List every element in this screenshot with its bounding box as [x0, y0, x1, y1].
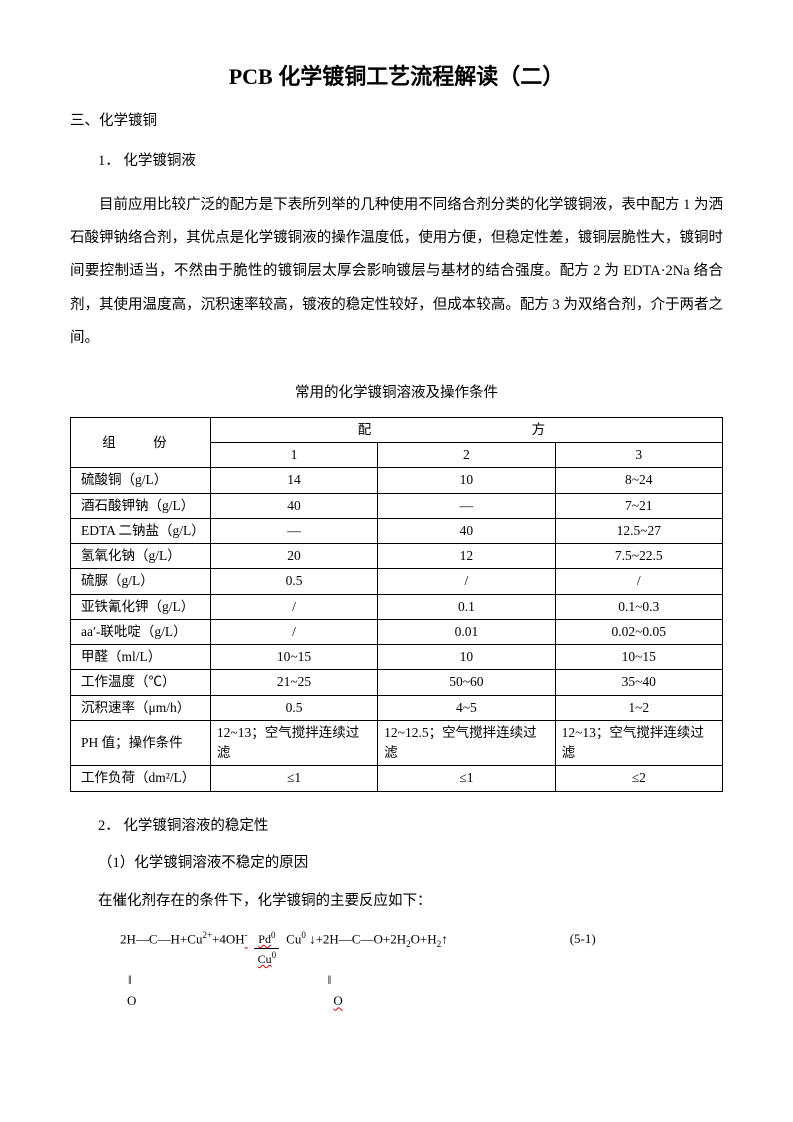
- row-cell: —: [210, 518, 377, 543]
- eq-right: Cu0 ↓+2H—C—O+2H2O+H2↑: [286, 929, 448, 951]
- row-cell: 8~24: [555, 468, 722, 493]
- row-label: 氢氧化钠（g/L）: [71, 544, 211, 569]
- row-cell: ≤1: [210, 766, 377, 791]
- row-cell: 21~25: [210, 670, 377, 695]
- row-label: PH 值；操作条件: [71, 720, 211, 766]
- recipe-table: 组 份 配 方 1 2 3 硫酸铜（g/L）14108~24酒石酸钾钠（g/L）…: [70, 417, 723, 792]
- row-label: 工作温度（℃）: [71, 670, 211, 695]
- eq-bar-left: ‖: [128, 970, 132, 990]
- table-row: 硫酸铜（g/L）14108~24: [71, 468, 723, 493]
- row-cell: 0.5: [210, 695, 377, 720]
- subsection-1: 1． 化学镀铜液: [98, 151, 723, 173]
- row-cell: —: [378, 493, 555, 518]
- table-header-recipe: 配 方: [210, 417, 722, 442]
- row-cell: 12: [378, 544, 555, 569]
- row-cell: 1~2: [555, 695, 722, 720]
- row-cell: 12.5~27: [555, 518, 722, 543]
- row-cell: 10~15: [555, 645, 722, 670]
- row-cell: /: [555, 569, 722, 594]
- table-row: 工作温度（℃）21~2550~6035~40: [71, 670, 723, 695]
- subsection-2-1: （1）化学镀铜溶液不稳定的原因: [98, 853, 723, 875]
- row-label: 硫酸铜（g/L）: [71, 468, 211, 493]
- row-cell: 10~15: [210, 645, 377, 670]
- eq-number: (5-1): [570, 929, 596, 949]
- col-header-3: 3: [555, 443, 722, 468]
- row-cell: 7.5~22.5: [555, 544, 722, 569]
- row-cell: 12~12.5；空气搅拌连续过滤: [378, 720, 555, 766]
- paragraph-1: 目前应用比较广泛的配方是下表所列举的几种使用不同络合剂分类的化学镀铜液，表中配方…: [70, 189, 723, 356]
- row-cell: 0.5: [210, 569, 377, 594]
- row-label: 甲醛（ml/L）: [71, 645, 211, 670]
- table-row: 氢氧化钠（g/L）20127.5~22.5: [71, 544, 723, 569]
- col-header-2: 2: [378, 443, 555, 468]
- table-header-component: 组 份: [71, 417, 211, 468]
- row-cell: 0.1: [378, 594, 555, 619]
- row-cell: /: [210, 594, 377, 619]
- row-cell: ≤2: [555, 766, 722, 791]
- equation: 2H—C—H+Cu2++4OH- Pd0 Cu0 Cu0 ↓+2H—C—O+2H…: [120, 929, 723, 1011]
- row-cell: 40: [210, 493, 377, 518]
- row-cell: 12~13；空气搅拌连续过滤: [210, 720, 377, 766]
- eq-fraction: Pd0 Cu0: [254, 929, 281, 968]
- row-cell: 12~13；空气搅拌连续过滤: [555, 720, 722, 766]
- row-cell: 50~60: [378, 670, 555, 695]
- page-title: PCB 化学镀铜工艺流程解读（二）: [70, 60, 723, 93]
- row-label: EDTA 二钠盐（g/L）: [71, 518, 211, 543]
- table-row: 硫脲（g/L）0.5//: [71, 569, 723, 594]
- row-cell: 4~5: [378, 695, 555, 720]
- table-caption: 常用的化学镀铜溶液及操作条件: [70, 383, 723, 405]
- section-heading: 三、化学镀铜: [70, 111, 723, 133]
- table-row: 工作负荷（dm²/L）≤1≤1≤2: [71, 766, 723, 791]
- table-row: aa′-联吡啶（g/L）/0.010.02~0.05: [71, 619, 723, 644]
- col-header-1: 1: [210, 443, 377, 468]
- row-cell: 7~21: [555, 493, 722, 518]
- table-row: PH 值；操作条件12~13；空气搅拌连续过滤12~12.5；空气搅拌连续过滤1…: [71, 720, 723, 766]
- row-label: 硫脲（g/L）: [71, 569, 211, 594]
- eq-bar-right: ‖: [328, 970, 332, 990]
- subsection-2: 2． 化学镀铜溶液的稳定性: [98, 816, 723, 838]
- table-row: 酒石酸钾钠（g/L）40—7~21: [71, 493, 723, 518]
- eq-o-right: O: [333, 991, 342, 1011]
- table-row: 沉积速率（μm/h）0.54~51~2: [71, 695, 723, 720]
- row-cell: 35~40: [555, 670, 722, 695]
- eq-left: 2H—C—H+Cu2++4OH-: [120, 929, 248, 949]
- row-cell: /: [210, 619, 377, 644]
- row-cell: 10: [378, 468, 555, 493]
- row-label: 亚铁氰化钾（g/L）: [71, 594, 211, 619]
- table-row: 甲醛（ml/L）10~151010~15: [71, 645, 723, 670]
- row-label: 工作负荷（dm²/L）: [71, 766, 211, 791]
- row-cell: 20: [210, 544, 377, 569]
- row-cell: 0.1~0.3: [555, 594, 722, 619]
- row-cell: 40: [378, 518, 555, 543]
- eq-o-left: O: [127, 991, 136, 1011]
- row-cell: 14: [210, 468, 377, 493]
- row-label: 沉积速率（μm/h）: [71, 695, 211, 720]
- row-cell: /: [378, 569, 555, 594]
- row-label: 酒石酸钾钠（g/L）: [71, 493, 211, 518]
- row-cell: 0.01: [378, 619, 555, 644]
- row-cell: ≤1: [378, 766, 555, 791]
- table-row: EDTA 二钠盐（g/L）—4012.5~27: [71, 518, 723, 543]
- table-row: 亚铁氰化钾（g/L）/0.10.1~0.3: [71, 594, 723, 619]
- row-label: aa′-联吡啶（g/L）: [71, 619, 211, 644]
- body-text-1: 在催化剂存在的条件下，化学镀铜的主要反应如下：: [98, 891, 723, 913]
- row-cell: 10: [378, 645, 555, 670]
- row-cell: 0.02~0.05: [555, 619, 722, 644]
